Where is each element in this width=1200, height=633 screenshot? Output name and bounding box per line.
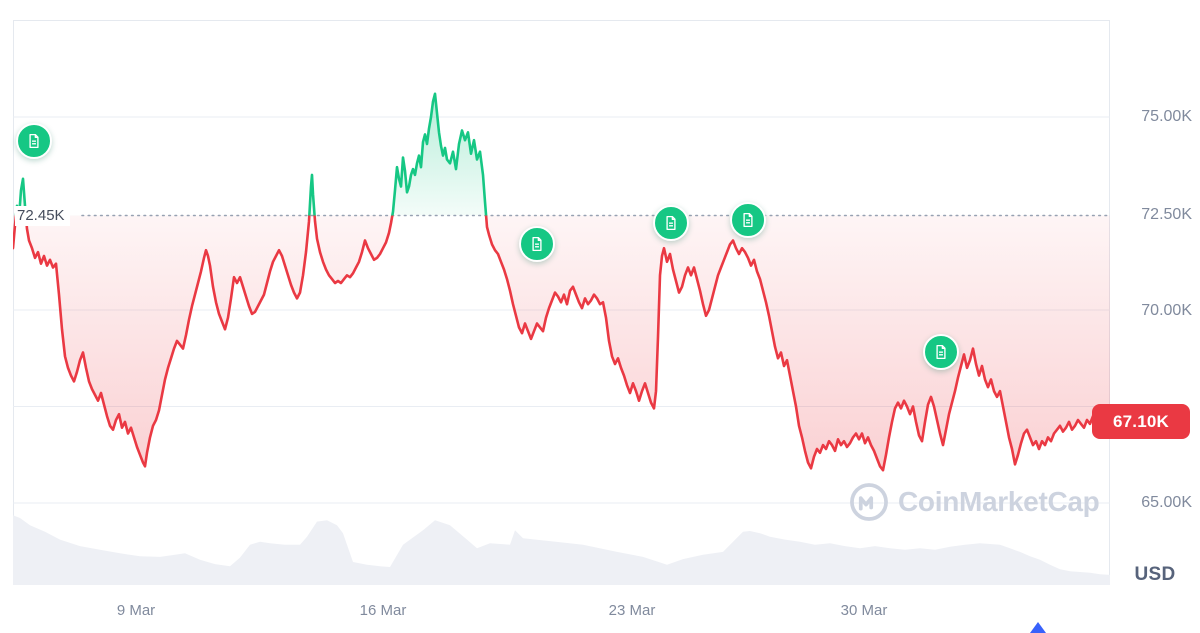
y-axis-label-65k: 65.00K xyxy=(1141,494,1192,511)
news-marker-icon[interactable] xyxy=(16,123,52,159)
volume-area xyxy=(13,515,1110,585)
document-icon xyxy=(29,133,39,149)
y-axis-label-70k: 70.00K xyxy=(1141,302,1192,319)
x-axis-label-16-mar: 16 Mar xyxy=(359,602,407,619)
currency-unit-label: USD xyxy=(1134,564,1176,585)
news-marker-icon[interactable] xyxy=(653,205,689,241)
document-icon xyxy=(532,236,542,252)
price-line-down xyxy=(13,215,1110,472)
news-marker-icon[interactable] xyxy=(730,202,766,238)
news-marker-icon[interactable] xyxy=(923,334,959,370)
x-axis-label-9-mar: 9 Mar xyxy=(116,602,156,619)
bottom-blue-arrow-icon[interactable] xyxy=(1030,622,1046,633)
current-price-badge: 67.10K xyxy=(1092,404,1190,439)
document-icon xyxy=(936,344,946,360)
baseline-price-label: 72.45K xyxy=(15,206,70,226)
y-axis-label-75k: 75.00K xyxy=(1141,108,1192,125)
document-icon xyxy=(743,212,753,228)
document-icon xyxy=(666,215,676,231)
x-axis-label-23-mar: 23 Mar xyxy=(608,602,656,619)
y-axis-label-72-5k: 72.50K xyxy=(1141,206,1192,223)
news-marker-icon[interactable] xyxy=(519,226,555,262)
x-axis-label-30-mar: 30 Mar xyxy=(840,602,888,619)
area-fill-below-baseline xyxy=(13,215,1110,471)
